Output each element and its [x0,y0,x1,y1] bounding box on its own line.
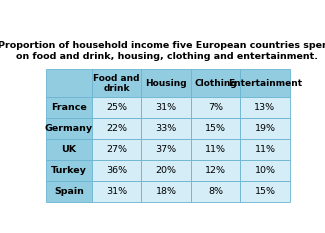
Text: 19%: 19% [254,124,276,133]
Bar [92,69,141,97]
Bar [46,69,92,97]
Text: 11%: 11% [254,145,276,154]
Bar [141,139,191,160]
Bar [92,97,141,118]
Bar [191,139,240,160]
Text: France: France [51,103,87,112]
Bar [46,118,92,139]
Text: 7%: 7% [208,103,223,112]
Text: Entertainment: Entertainment [228,79,302,88]
Bar [240,139,290,160]
Bar [141,97,191,118]
Bar [191,160,240,181]
Text: 33%: 33% [155,124,176,133]
Text: 27%: 27% [106,145,127,154]
Text: UK: UK [61,145,76,154]
Bar [141,181,191,202]
Text: 8%: 8% [208,187,223,196]
Bar [141,160,191,181]
Bar [240,118,290,139]
Bar [92,181,141,202]
Text: 15%: 15% [254,187,276,196]
Bar [46,181,92,202]
Bar [191,97,240,118]
Text: 31%: 31% [155,103,176,112]
Bar [240,160,290,181]
Text: 36%: 36% [106,166,127,175]
Text: 20%: 20% [155,166,176,175]
Text: Food and
drink: Food and drink [93,74,140,93]
Bar [240,97,290,118]
Bar [141,69,191,97]
Text: 18%: 18% [155,187,176,196]
Text: 13%: 13% [254,103,276,112]
Text: Spain: Spain [54,187,84,196]
Bar [141,118,191,139]
Text: 25%: 25% [106,103,127,112]
Bar [46,160,92,181]
Text: Proportion of household income five European countries spend
on food and drink, : Proportion of household income five Euro… [0,41,325,61]
Bar [240,69,290,97]
Bar [46,139,92,160]
Bar [191,69,240,97]
Text: Turkey: Turkey [51,166,87,175]
Bar [191,118,240,139]
Text: 11%: 11% [205,145,226,154]
Text: 37%: 37% [155,145,176,154]
Bar [92,118,141,139]
Bar [92,139,141,160]
Bar [46,97,92,118]
Bar [191,181,240,202]
Text: 31%: 31% [106,187,127,196]
Bar [92,160,141,181]
Text: Germany: Germany [45,124,93,133]
Text: Housing: Housing [145,79,187,88]
Text: 12%: 12% [205,166,226,175]
Text: 15%: 15% [205,124,226,133]
Text: 22%: 22% [106,124,127,133]
Text: 10%: 10% [254,166,276,175]
Bar [240,181,290,202]
Text: Clothing: Clothing [194,79,237,88]
